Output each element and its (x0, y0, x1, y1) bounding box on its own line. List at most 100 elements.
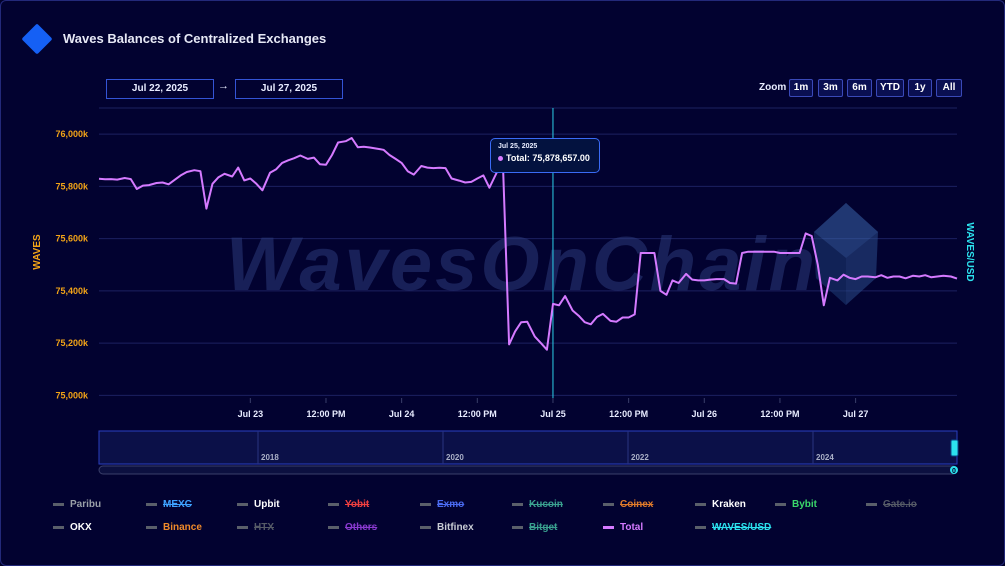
legend-swatch-icon (603, 502, 614, 506)
zoom-1y-button[interactable]: 1y (908, 79, 932, 97)
legend-item-bitfinex[interactable]: Bitfinex (420, 520, 474, 534)
legend-item-binance[interactable]: Binance (146, 520, 202, 534)
date-to-input[interactable]: Jul 27, 2025 (235, 79, 343, 99)
date-range-arrow: → (218, 80, 229, 92)
zoom-6m-button[interactable]: 6m (847, 79, 872, 97)
legend-label: Upbit (254, 498, 280, 510)
legend-item-yobit[interactable]: Yobit (328, 497, 369, 511)
legend-label: Binance (163, 521, 202, 533)
y-axis-label-right: WAVES/USD (964, 222, 975, 281)
legend-swatch-icon (603, 525, 614, 529)
navigator-panel[interactable] (98, 430, 958, 465)
legend-item-bitget[interactable]: Bitget (512, 520, 557, 534)
legend-label: Bitfinex (437, 521, 474, 533)
x-tick-label: Jul 26 (692, 409, 718, 419)
zoom-1m-button[interactable]: 1m (789, 79, 813, 97)
tooltip-series-name: Total (506, 153, 527, 163)
legend-item-upbit[interactable]: Upbit (237, 497, 280, 511)
x-tick-label: 12:00 PM (609, 409, 648, 419)
legend-item-others[interactable]: Others (328, 520, 377, 534)
legend-swatch-icon (866, 502, 877, 506)
navigator-year-label: 2022 (631, 453, 649, 462)
legend-label: OKX (70, 521, 92, 533)
legend-item-kraken[interactable]: Kraken (695, 497, 746, 511)
legend-label: WAVES/USD (712, 521, 772, 533)
date-from-input[interactable]: Jul 22, 2025 (106, 79, 214, 99)
legend-label: Bitget (529, 521, 558, 533)
legend-swatch-icon (512, 502, 523, 506)
legend-label: Total (620, 521, 644, 533)
legend-swatch-icon (328, 525, 339, 529)
y-tick-label: 75,800k (55, 181, 89, 191)
x-tick-label: 12:00 PM (306, 409, 345, 419)
legend-item-gate-io[interactable]: Gate.io (866, 497, 917, 511)
legend-label: Paribu (70, 498, 102, 510)
y-tick-label: 76,000k (55, 129, 89, 139)
legend-label: Yobit (345, 498, 370, 510)
x-tick-label: Jul 23 (238, 409, 264, 419)
legend-item-coinex[interactable]: Coinex (603, 497, 653, 511)
legend-swatch-icon (775, 502, 786, 506)
legend-label: Kraken (712, 498, 746, 510)
zoom-label: Zoom (759, 82, 787, 93)
zoom-ytd-button[interactable]: YTD (876, 79, 904, 97)
y-tick-label: 75,000k (55, 390, 89, 400)
y-tick-label: 75,600k (55, 234, 89, 244)
x-tick-label: 12:00 PM (458, 409, 497, 419)
tooltip-value-row: Total: 75,878,657.00 (498, 153, 592, 163)
legend-label: Others (345, 521, 378, 533)
legend-swatch-icon (53, 502, 64, 506)
watermark-text: WavesOnChain (226, 222, 818, 307)
legend-swatch-icon (146, 525, 157, 529)
x-tick-label: Jul 27 (843, 409, 869, 419)
legend-swatch-icon (512, 525, 523, 529)
x-tick-label: Jul 25 (540, 409, 566, 419)
zoom-3m-button[interactable]: 3m (818, 79, 843, 97)
legend-label: Bybit (792, 498, 817, 510)
series-total-line[interactable] (98, 137, 958, 351)
navigator-scroll-value: 0 (952, 468, 956, 475)
legend-swatch-icon (237, 502, 248, 506)
legend-swatch-icon (695, 502, 706, 506)
legend-item-kucoin[interactable]: Kucoin (512, 497, 563, 511)
legend-swatch-icon (53, 525, 64, 529)
legend-label: Gate.io (883, 498, 917, 510)
legend-swatch-icon (695, 525, 706, 529)
legend-label: Kucoin (529, 498, 563, 510)
tooltip-date: Jul 25, 2025 (498, 143, 538, 150)
legend-label: HTX (254, 521, 274, 533)
legend-label: Coinex (620, 498, 654, 510)
tooltip-value: 75,878,657.00 (532, 153, 590, 163)
legend-swatch-icon (420, 502, 431, 506)
navigator-scrollbar[interactable] (98, 465, 958, 475)
navigator-year-label: 2024 (816, 453, 834, 462)
x-tick-label: Jul 24 (389, 409, 415, 419)
legend-label: MEXC (163, 498, 192, 510)
legend-item-total[interactable]: Total (603, 520, 643, 534)
data-tooltip: Jul 25, 2025 Total: 75,878,657.00 (490, 138, 600, 173)
legend-item-waves-usd[interactable]: WAVES/USD (695, 520, 771, 534)
legend-item-paribu[interactable]: Paribu (53, 497, 101, 511)
zoom-all-button[interactable]: All (936, 79, 962, 97)
chart-title: Waves Balances of Centralized Exchanges (63, 31, 327, 46)
legend-item-okx[interactable]: OKX (53, 520, 92, 534)
x-tick-label: 12:00 PM (760, 409, 799, 419)
legend-label: Exmo (437, 498, 465, 510)
y-tick-label: 75,200k (55, 338, 89, 348)
y-tick-label: 75,400k (55, 286, 89, 296)
navigator-year-label: 2020 (446, 453, 464, 462)
legend-item-htx[interactable]: HTX (237, 520, 274, 534)
legend-swatch-icon (237, 525, 248, 529)
legend-swatch-icon (420, 525, 431, 529)
legend-item-exmo[interactable]: Exmo (420, 497, 464, 511)
legend-item-bybit[interactable]: Bybit (775, 497, 817, 511)
y-axis-label-left: WAVES (32, 234, 43, 270)
legend-swatch-icon (146, 502, 157, 506)
legend-item-mexc[interactable]: MEXC (146, 497, 192, 511)
grid-lines (99, 107, 957, 396)
legend-swatch-icon (328, 502, 339, 506)
navigator-handle[interactable] (950, 439, 959, 457)
navigator-scroll-knob[interactable] (950, 466, 958, 474)
